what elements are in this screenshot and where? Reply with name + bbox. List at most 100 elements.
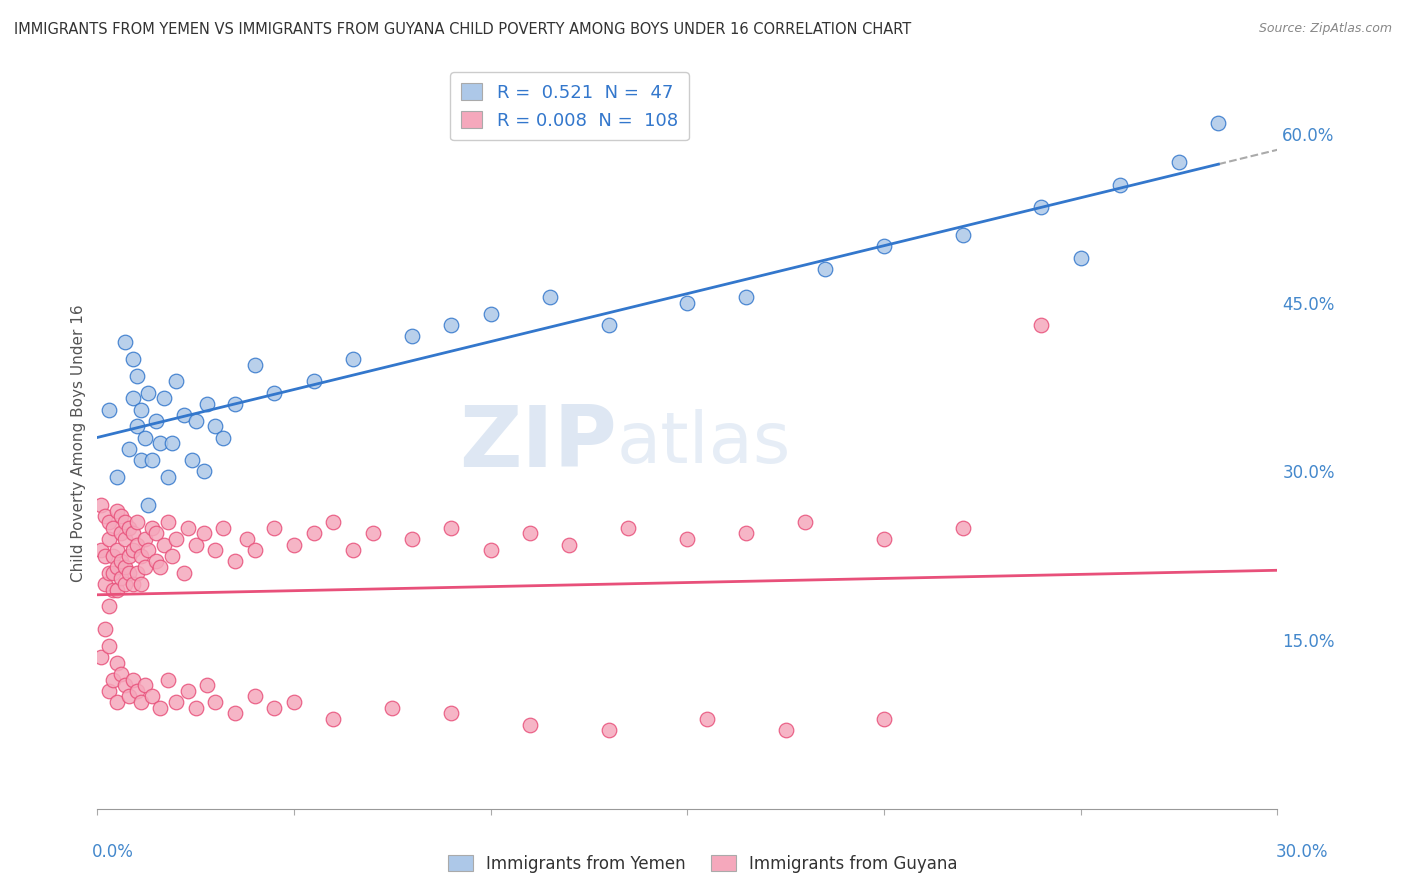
Point bbox=[283, 538, 305, 552]
Text: atlas: atlas bbox=[617, 409, 792, 478]
Point bbox=[94, 577, 117, 591]
Point bbox=[94, 509, 117, 524]
Point bbox=[204, 419, 226, 434]
Point bbox=[184, 538, 207, 552]
Point bbox=[440, 521, 463, 535]
Point bbox=[173, 408, 195, 422]
Point bbox=[236, 532, 259, 546]
Point bbox=[177, 684, 200, 698]
Point bbox=[118, 442, 141, 456]
Point bbox=[141, 690, 163, 704]
Point bbox=[224, 397, 246, 411]
Point bbox=[121, 526, 143, 541]
Point bbox=[101, 549, 124, 563]
Point bbox=[110, 509, 132, 524]
Point bbox=[125, 684, 148, 698]
Point bbox=[98, 639, 121, 653]
Point bbox=[121, 351, 143, 366]
Point bbox=[94, 549, 117, 563]
Point bbox=[558, 538, 581, 552]
Text: IMMIGRANTS FROM YEMEN VS IMMIGRANTS FROM GUYANA CHILD POVERTY AMONG BOYS UNDER 1: IMMIGRANTS FROM YEMEN VS IMMIGRANTS FROM… bbox=[14, 22, 911, 37]
Point bbox=[165, 695, 187, 709]
Point bbox=[98, 599, 121, 614]
Point bbox=[138, 543, 160, 558]
Point bbox=[141, 453, 163, 467]
Point bbox=[617, 521, 640, 535]
Point bbox=[873, 239, 896, 253]
Point bbox=[1031, 200, 1053, 214]
Point bbox=[197, 678, 219, 692]
Point bbox=[1031, 318, 1053, 333]
Point bbox=[118, 549, 141, 563]
Point bbox=[1168, 155, 1191, 169]
Point bbox=[138, 385, 160, 400]
Point bbox=[90, 650, 112, 665]
Point bbox=[138, 498, 160, 512]
Point bbox=[952, 228, 974, 243]
Point bbox=[105, 656, 128, 670]
Point bbox=[98, 515, 121, 529]
Point bbox=[134, 678, 156, 692]
Point bbox=[98, 684, 121, 698]
Point bbox=[110, 667, 132, 681]
Point bbox=[114, 678, 136, 692]
Point bbox=[90, 498, 112, 512]
Point bbox=[197, 397, 219, 411]
Point bbox=[204, 695, 226, 709]
Point bbox=[134, 532, 156, 546]
Point bbox=[110, 526, 132, 541]
Point bbox=[149, 700, 172, 714]
Point bbox=[90, 543, 112, 558]
Point bbox=[519, 526, 541, 541]
Point bbox=[873, 712, 896, 726]
Point bbox=[129, 453, 152, 467]
Point bbox=[302, 526, 325, 541]
Point bbox=[160, 436, 183, 450]
Point bbox=[775, 723, 797, 738]
Point bbox=[118, 566, 141, 580]
Point bbox=[129, 549, 152, 563]
Point bbox=[101, 521, 124, 535]
Text: Source: ZipAtlas.com: Source: ZipAtlas.com bbox=[1258, 22, 1392, 36]
Point bbox=[114, 560, 136, 574]
Point bbox=[212, 521, 235, 535]
Point bbox=[145, 414, 167, 428]
Point bbox=[160, 549, 183, 563]
Point bbox=[177, 521, 200, 535]
Point bbox=[129, 402, 152, 417]
Point bbox=[153, 392, 176, 406]
Point bbox=[129, 695, 152, 709]
Point bbox=[98, 532, 121, 546]
Point bbox=[479, 543, 502, 558]
Point bbox=[125, 515, 148, 529]
Point bbox=[479, 307, 502, 321]
Point bbox=[212, 431, 235, 445]
Point bbox=[101, 673, 124, 687]
Point bbox=[180, 453, 202, 467]
Point bbox=[1070, 251, 1092, 265]
Point bbox=[224, 554, 246, 568]
Point bbox=[676, 295, 699, 310]
Point bbox=[110, 554, 132, 568]
Point bbox=[538, 290, 561, 304]
Point bbox=[98, 566, 121, 580]
Point bbox=[101, 566, 124, 580]
Point bbox=[121, 673, 143, 687]
Point bbox=[184, 414, 207, 428]
Point bbox=[224, 706, 246, 721]
Point bbox=[134, 431, 156, 445]
Point bbox=[114, 532, 136, 546]
Legend: R =  0.521  N =  47, R = 0.008  N =  108: R = 0.521 N = 47, R = 0.008 N = 108 bbox=[450, 72, 689, 140]
Point bbox=[125, 566, 148, 580]
Point bbox=[193, 465, 215, 479]
Point bbox=[361, 526, 384, 541]
Point bbox=[676, 532, 699, 546]
Point bbox=[598, 318, 620, 333]
Point bbox=[322, 515, 344, 529]
Point bbox=[696, 712, 718, 726]
Point bbox=[145, 526, 167, 541]
Point bbox=[735, 290, 758, 304]
Point bbox=[101, 582, 124, 597]
Point bbox=[105, 543, 128, 558]
Point bbox=[440, 318, 463, 333]
